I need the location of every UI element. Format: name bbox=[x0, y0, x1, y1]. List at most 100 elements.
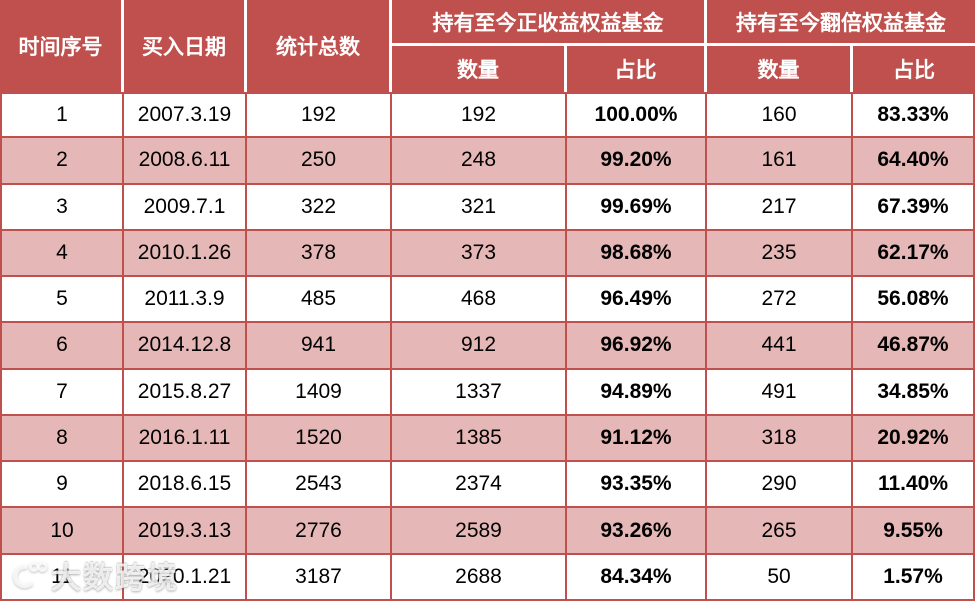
cell-double-count: 161 bbox=[707, 138, 853, 185]
cell-double-ratio: 83.33% bbox=[853, 92, 975, 139]
cell-seq: 6 bbox=[0, 323, 124, 370]
cell-positive-ratio: 84.34% bbox=[567, 554, 707, 601]
cell-total: 192 bbox=[247, 92, 392, 139]
table-row: 6 2014.12.8 941 912 96.92% 441 46.87% bbox=[0, 323, 975, 370]
cell-total: 2543 bbox=[247, 462, 392, 509]
table-row: 3 2009.7.1 322 321 99.69% 217 67.39% bbox=[0, 184, 975, 231]
table-row: 4 2010.1.26 378 373 98.68% 235 62.17% bbox=[0, 230, 975, 278]
header-row-subcolumns: 数量 占比 数量 占比 bbox=[0, 46, 975, 92]
cell-double-ratio: 34.85% bbox=[853, 369, 975, 416]
cell-double-count: 318 bbox=[707, 415, 853, 463]
cell-seq: 10 bbox=[0, 508, 124, 555]
cell-buy-date: 2007.3.19 bbox=[124, 92, 247, 139]
cell-seq: 9 bbox=[0, 462, 124, 509]
cell-seq: 5 bbox=[0, 277, 124, 324]
cell-double-ratio: 64.40% bbox=[853, 138, 975, 185]
cell-buy-date: 2011.3.9 bbox=[124, 277, 247, 324]
cell-buy-date: 2010.1.26 bbox=[124, 230, 247, 278]
cell-total: 2776 bbox=[247, 508, 392, 555]
cell-seq: 4 bbox=[0, 230, 124, 278]
header-positive-ratio: 占比 bbox=[567, 46, 707, 92]
cell-seq: 1 bbox=[0, 92, 124, 139]
cell-total: 250 bbox=[247, 138, 392, 185]
cell-positive-ratio: 99.20% bbox=[567, 138, 707, 185]
cell-positive-count: 1337 bbox=[392, 369, 567, 416]
cell-buy-date: 2009.7.1 bbox=[124, 184, 247, 231]
cell-seq: 2 bbox=[0, 138, 124, 185]
cell-double-count: 50 bbox=[707, 554, 853, 601]
cell-positive-count: 912 bbox=[392, 323, 567, 370]
cell-buy-date: 2019.3.13 bbox=[124, 508, 247, 555]
table-row: 10 2019.3.13 2776 2589 93.26% 265 9.55% bbox=[0, 508, 975, 555]
cell-positive-ratio: 96.92% bbox=[567, 323, 707, 370]
cell-total: 322 bbox=[247, 184, 392, 231]
header-group-doubled: 持有至今翻倍权益基金 bbox=[707, 0, 975, 46]
cell-buy-date: 2015.8.27 bbox=[124, 369, 247, 416]
cell-double-ratio: 1.57% bbox=[853, 554, 975, 601]
cell-double-count: 441 bbox=[707, 323, 853, 370]
table-row: 11 2020.1.21 3187 2688 84.34% 50 1.57% bbox=[0, 554, 975, 601]
cell-double-ratio: 11.40% bbox=[853, 462, 975, 509]
cell-total: 941 bbox=[247, 323, 392, 370]
cell-seq: 11 bbox=[0, 554, 124, 601]
cell-total: 1409 bbox=[247, 369, 392, 416]
cell-double-ratio: 62.17% bbox=[853, 230, 975, 278]
cell-double-ratio: 46.87% bbox=[853, 323, 975, 370]
cell-positive-count: 373 bbox=[392, 230, 567, 278]
cell-seq: 3 bbox=[0, 184, 124, 231]
cell-positive-ratio: 93.26% bbox=[567, 508, 707, 555]
cell-buy-date: 2008.6.11 bbox=[124, 138, 247, 185]
table-row: 9 2018.6.15 2543 2374 93.35% 290 11.40% bbox=[0, 462, 975, 509]
cell-total: 485 bbox=[247, 277, 392, 324]
cell-buy-date: 2014.12.8 bbox=[124, 323, 247, 370]
cell-positive-count: 2688 bbox=[392, 554, 567, 601]
header-double-count: 数量 bbox=[707, 46, 853, 92]
cell-positive-count: 192 bbox=[392, 92, 567, 139]
cell-double-count: 235 bbox=[707, 230, 853, 278]
cell-positive-ratio: 100.00% bbox=[567, 92, 707, 139]
cell-positive-count: 468 bbox=[392, 277, 567, 324]
cell-double-count: 290 bbox=[707, 462, 853, 509]
cell-positive-count: 321 bbox=[392, 184, 567, 231]
cell-double-count: 265 bbox=[707, 508, 853, 555]
cell-buy-date: 2016.1.11 bbox=[124, 415, 247, 463]
table-header: 时间序号 买入日期 统计总数 持有至今正收益权益基金 持有至今翻倍权益基金 数量… bbox=[0, 0, 975, 92]
cell-positive-count: 248 bbox=[392, 138, 567, 185]
cell-double-count: 217 bbox=[707, 184, 853, 231]
cell-total: 1520 bbox=[247, 415, 392, 463]
cell-buy-date: 2018.6.15 bbox=[124, 462, 247, 509]
cell-seq: 8 bbox=[0, 415, 124, 463]
header-buy-date: 买入日期 bbox=[124, 0, 247, 92]
cell-total: 3187 bbox=[247, 554, 392, 601]
table-body: 1 2007.3.19 192 192 100.00% 160 83.33% 2 2008.6.… bbox=[0, 92, 975, 601]
header-positive-count: 数量 bbox=[392, 46, 567, 92]
header-group-positive-return: 持有至今正收益权益基金 bbox=[392, 0, 707, 46]
cell-double-count: 160 bbox=[707, 92, 853, 139]
table-row: 5 2011.3.9 485 468 96.49% 272 56.08% bbox=[0, 277, 975, 324]
cell-positive-count: 1385 bbox=[392, 415, 567, 463]
cell-double-count: 272 bbox=[707, 277, 853, 324]
table-row: 1 2007.3.19 192 192 100.00% 160 83.33% bbox=[0, 92, 975, 139]
cell-positive-count: 2374 bbox=[392, 462, 567, 509]
cell-positive-ratio: 98.68% bbox=[567, 230, 707, 278]
cell-double-ratio: 67.39% bbox=[853, 184, 975, 231]
cell-positive-ratio: 99.69% bbox=[567, 184, 707, 231]
cell-double-ratio: 9.55% bbox=[853, 508, 975, 555]
cell-positive-ratio: 94.89% bbox=[567, 369, 707, 416]
header-total: 统计总数 bbox=[247, 0, 392, 92]
cell-double-ratio: 20.92% bbox=[853, 415, 975, 463]
cell-positive-ratio: 96.49% bbox=[567, 277, 707, 324]
table-row: 8 2016.1.11 1520 1385 91.12% 318 20.92% bbox=[0, 415, 975, 463]
header-double-ratio: 占比 bbox=[853, 46, 975, 92]
cell-double-ratio: 56.08% bbox=[853, 277, 975, 324]
cell-buy-date: 2020.1.21 bbox=[124, 554, 247, 601]
header-seq: 时间序号 bbox=[0, 0, 124, 92]
cell-positive-ratio: 93.35% bbox=[567, 462, 707, 509]
header-row-groups: 时间序号 买入日期 统计总数 持有至今正收益权益基金 持有至今翻倍权益基金 bbox=[0, 0, 975, 92]
cell-double-count: 491 bbox=[707, 369, 853, 416]
cell-positive-ratio: 91.12% bbox=[567, 415, 707, 463]
cell-positive-count: 2589 bbox=[392, 508, 567, 555]
table-row: 7 2015.8.27 1409 1337 94.89% 491 34.85% bbox=[0, 369, 975, 416]
